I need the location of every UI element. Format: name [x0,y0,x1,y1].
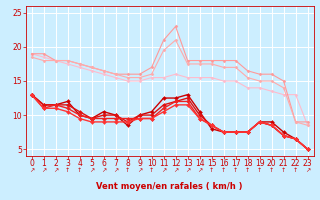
X-axis label: Vent moyen/en rafales ( km/h ): Vent moyen/en rafales ( km/h ) [96,182,243,191]
